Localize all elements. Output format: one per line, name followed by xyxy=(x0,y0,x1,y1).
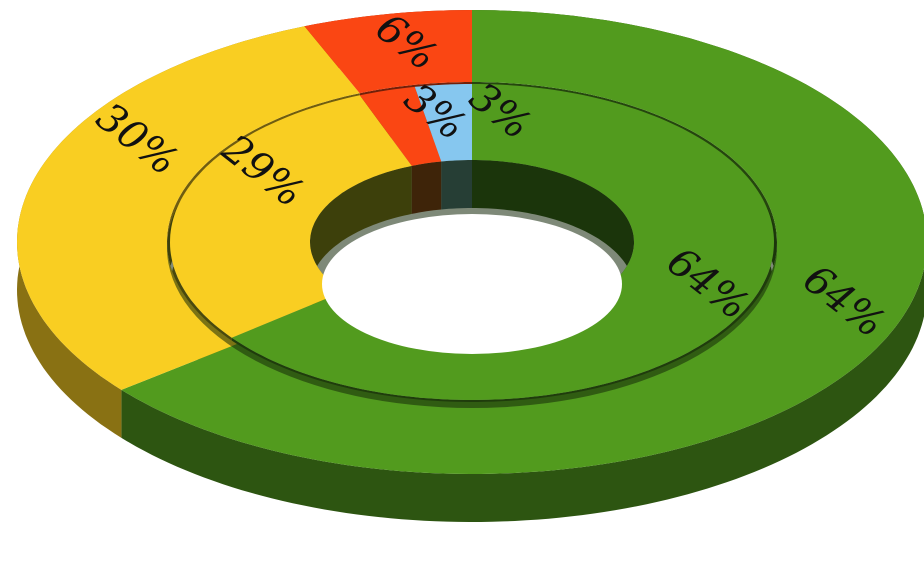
ring-inner-slice-3 xyxy=(414,84,472,162)
donut-hole xyxy=(322,214,622,354)
ring-outer-slice-1 xyxy=(17,26,360,390)
ring-outer-slice-0 xyxy=(121,10,924,474)
ring-inner-slice-2 xyxy=(359,86,442,166)
ring-inner-slice-1 xyxy=(170,95,412,338)
ring-tops xyxy=(17,10,924,474)
ring-outer-side-0 xyxy=(121,10,924,522)
ring-outer-slice-2 xyxy=(304,10,472,94)
